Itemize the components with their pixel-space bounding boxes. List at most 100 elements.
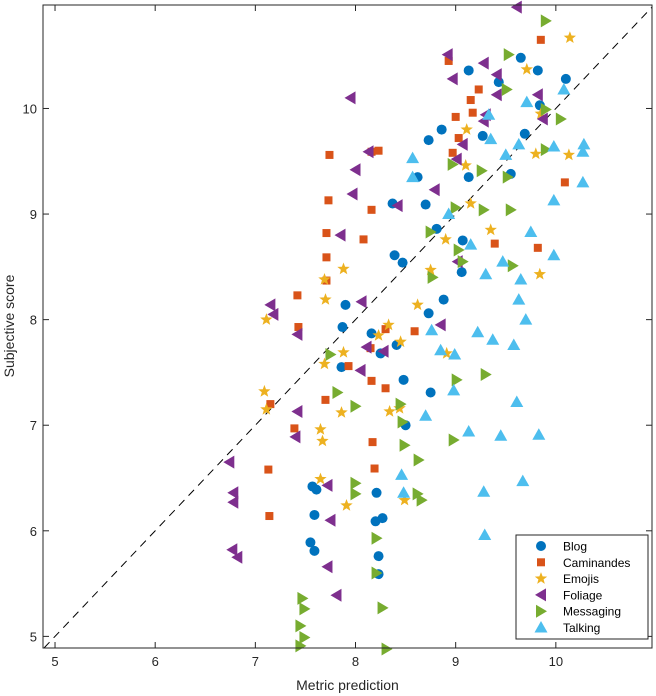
data-point-emojis [258,384,271,397]
data-point-foliage [391,199,403,213]
data-point-caminandes [474,85,483,94]
data-point-emojis [382,318,395,331]
data-point-emojis [440,346,453,359]
data-point-foliage [360,340,372,354]
x-axis-label: Metric prediction [296,677,399,693]
data-point-messaging [395,397,407,411]
data-point-messaging [480,368,492,382]
data-point-foliage [490,88,502,102]
data-point-caminandes [265,512,274,521]
data-point-emojis [318,357,331,370]
data-point-blog [436,124,447,135]
data-point-caminandes [324,196,333,205]
data-point-talking [520,95,534,108]
legend-marker-blog [536,541,546,551]
data-point-emojis [316,434,329,447]
data-point-messaging [295,619,307,633]
data-point-messaging [381,642,393,656]
data-point-foliage [354,363,366,377]
data-point-foliage [531,88,543,102]
data-point-emojis [460,123,473,135]
data-point-messaging [450,201,462,215]
data-point-emojis [424,263,437,276]
x-tick-label: 5 [51,654,58,669]
data-point-emojis [337,345,350,358]
data-point-foliage [324,513,336,527]
data-point-foliage [377,344,389,358]
data-point-blog [337,322,348,333]
data-point-messaging [397,415,409,429]
data-point-blog [463,65,474,76]
legend-marker-caminandes [537,558,545,567]
data-point-messaging [540,14,552,28]
data-point-talking [464,238,478,250]
data-point-caminandes [325,150,334,159]
data-point-messaging [453,243,465,257]
data-point-messaging [377,601,389,615]
data-point-emojis [372,329,385,341]
data-point-caminandes [344,362,353,371]
data-point-messaging [295,639,307,653]
data-point-foliage [334,228,346,242]
data-point-caminandes [367,205,376,214]
legend-label: Foliage [563,588,603,602]
data-point-blog [456,267,467,278]
data-point-caminandes [322,229,331,238]
data-point-blog [373,551,384,562]
data-point-foliage [321,478,333,492]
legend-item-caminandes: Caminandes [537,556,630,570]
data-point-caminandes [536,35,545,44]
data-point-foliage [264,298,276,312]
legend-label: Talking [563,621,600,635]
data-point-messaging [332,385,344,399]
data-point-caminandes [454,134,463,143]
data-point-caminandes [466,96,475,105]
y-tick-label: 5 [30,629,37,644]
data-point-caminandes [359,235,368,244]
data-point-caminandes [374,146,383,155]
data-point-messaging [350,399,362,413]
data-point-emojis [319,293,332,305]
data-point-messaging [416,493,428,507]
data-point-blog [336,362,347,373]
data-point-foliage [223,455,235,469]
data-point-caminandes [266,400,275,409]
data-point-messaging [476,164,488,178]
data-point-talking [479,267,493,280]
data-point-messaging [502,170,514,184]
data-point-emojis [394,335,407,348]
data-point-messaging [371,531,383,545]
legend-item-foliage: Foliage [535,588,603,602]
data-point-messaging [447,157,459,171]
data-point-foliage [226,543,238,557]
data-point-talking [557,82,571,95]
data-point-messaging [555,112,567,126]
data-point-talking [499,148,513,160]
data-point-blog [423,135,434,146]
legend-item-talking: Talking [534,621,600,635]
data-point-messaging [350,476,362,490]
series-messaging [295,14,567,656]
data-point-talking [447,383,461,396]
data-point-messaging [399,438,411,452]
data-point-foliage [362,145,374,159]
data-point-talking [576,145,590,157]
data-point-blog [377,513,388,524]
data-point-emojis [335,406,348,418]
data-point-talking [516,474,530,487]
data-point-messaging [540,143,552,157]
data-point-caminandes [444,56,453,65]
data-point-talking [419,409,433,421]
data-point-talking [395,468,409,480]
data-point-messaging [299,630,311,644]
y-tick-label: 10 [23,101,37,116]
data-point-talking [532,428,546,440]
y-axis-label: Subjective score [1,274,17,377]
data-point-emojis [439,232,452,245]
data-point-caminandes [560,178,569,187]
data-point-caminandes [533,243,542,252]
legend-marker-foliage [535,588,546,602]
data-point-blog [309,545,320,556]
data-point-caminandes [294,323,303,332]
